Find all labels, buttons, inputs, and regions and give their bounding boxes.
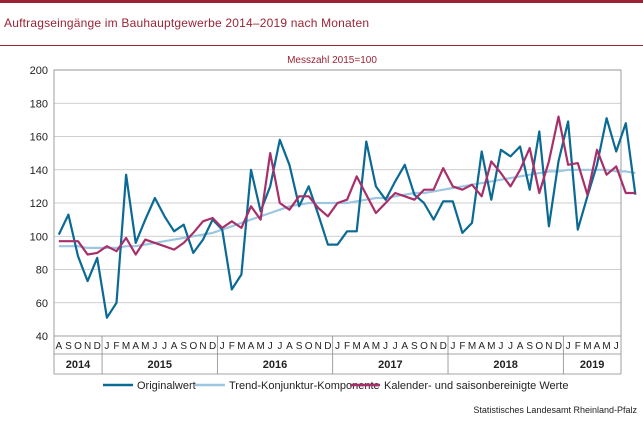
y-axis-ticks: 40 60 80 100 120 140 160 180 200	[30, 65, 48, 343]
x-month-label: S	[65, 341, 72, 352]
x-month-label: A	[478, 341, 485, 352]
plot-frame	[53, 69, 622, 337]
y-tick-label: 100	[30, 231, 48, 243]
x-month-label: J	[383, 341, 388, 352]
x-month-label: D	[440, 341, 447, 352]
x-month-label: M	[256, 341, 264, 352]
x-month-label: D	[209, 341, 216, 352]
x-month-label: M	[487, 341, 495, 352]
x-month-label: S	[411, 341, 418, 352]
series-lines	[57, 115, 637, 319]
x-month-label: N	[315, 341, 322, 352]
x-month-label: N	[199, 341, 206, 352]
title-divider	[0, 45, 643, 46]
x-month-label: A	[401, 341, 408, 352]
x-month-label: J	[508, 341, 513, 352]
x-month-label: A	[132, 341, 139, 352]
x-month-label: A	[363, 341, 370, 352]
x-month-label: J	[152, 341, 157, 352]
x-month-label: A	[517, 341, 524, 352]
x-month-label: M	[237, 341, 245, 352]
y-tick-label: 180	[30, 98, 48, 110]
x-month-label: J	[268, 341, 273, 352]
x-year-label: 2014	[66, 359, 91, 371]
x-month-label: J	[104, 341, 109, 352]
x-month-label: F	[344, 341, 350, 352]
x-month-label: N	[430, 341, 437, 352]
legend: Originalwert Trend-Konjunktur-Komponente K…	[103, 380, 568, 392]
y-tick-label: 200	[30, 65, 48, 77]
x-month-label: A	[286, 341, 293, 352]
x-year-label: 2017	[378, 359, 402, 371]
legend-entry: Originalwert	[137, 380, 196, 392]
y-tick-label: 60	[36, 298, 48, 310]
y-tick-label: 140	[30, 165, 48, 177]
x-month-label: F	[575, 341, 581, 352]
x-month-label: J	[498, 341, 503, 352]
x-month-label: F	[459, 341, 465, 352]
x-month-label: J	[162, 341, 167, 352]
x-year-label: 2016	[263, 359, 287, 371]
x-month-label: J	[277, 341, 282, 352]
y-tick-label: 80	[36, 265, 48, 277]
x-month-label: O	[420, 341, 428, 352]
x-month-label: M	[141, 341, 149, 352]
page-title: Auftragseingänge im Bauhauptgewerbe 2014…	[4, 16, 370, 30]
x-month-label: J	[566, 341, 571, 352]
x-month-label: J	[335, 341, 340, 352]
source-note: Statistisches Landesamt Rheinland-Pfalz	[473, 405, 637, 415]
x-month-label: F	[229, 341, 235, 352]
x-month-label: M	[468, 341, 476, 352]
x-month-label: N	[545, 341, 552, 352]
x-month-label: A	[171, 341, 178, 352]
x-month-label: D	[94, 341, 101, 352]
x-month-label: S	[526, 341, 533, 352]
x-month-label: M	[583, 341, 591, 352]
x-month-label: N	[84, 341, 91, 352]
x-month-label: J	[614, 341, 619, 352]
x-month-label: M	[602, 341, 610, 352]
x-month-label: J	[450, 341, 455, 352]
x-month-label: J	[393, 341, 398, 352]
series-line	[58, 115, 636, 256]
x-month-label: M	[372, 341, 380, 352]
x-month-label: J	[220, 341, 225, 352]
axes	[53, 69, 622, 375]
x-month-label: O	[535, 341, 543, 352]
x-month-label: A	[55, 341, 62, 352]
x-month-label: O	[189, 341, 197, 352]
gridlines	[54, 69, 621, 304]
x-month-label: F	[113, 341, 119, 352]
x-year-label: 2019	[580, 359, 604, 371]
x-month-label: A	[248, 341, 255, 352]
legend-entry: Trend-Konjunktur-Komponente	[229, 380, 380, 392]
y-tick-label: 120	[30, 198, 48, 210]
line-chart: Messzahl 2015=100 40 60 80 100 120 140 160 180 2…	[30, 55, 637, 392]
x-month-label: M	[122, 341, 130, 352]
x-year-label: 2018	[493, 359, 517, 371]
x-month-label: O	[305, 341, 313, 352]
legend-entry: Kalender- und saisonbereinigte Werte	[384, 380, 568, 392]
top-accent-bar	[0, 0, 643, 3]
x-month-label: S	[180, 341, 187, 352]
x-month-label: A	[594, 341, 601, 352]
x-month-label: M	[353, 341, 361, 352]
x-year-label: 2015	[147, 359, 171, 371]
y-tick-label: 40	[36, 331, 48, 343]
x-month-label: S	[296, 341, 303, 352]
x-month-label: D	[555, 341, 562, 352]
chart-subtitle: Messzahl 2015=100	[287, 55, 377, 66]
y-tick-label: 160	[30, 132, 48, 144]
x-month-label: O	[74, 341, 82, 352]
x-month-label: D	[324, 341, 331, 352]
series-line	[57, 117, 637, 319]
